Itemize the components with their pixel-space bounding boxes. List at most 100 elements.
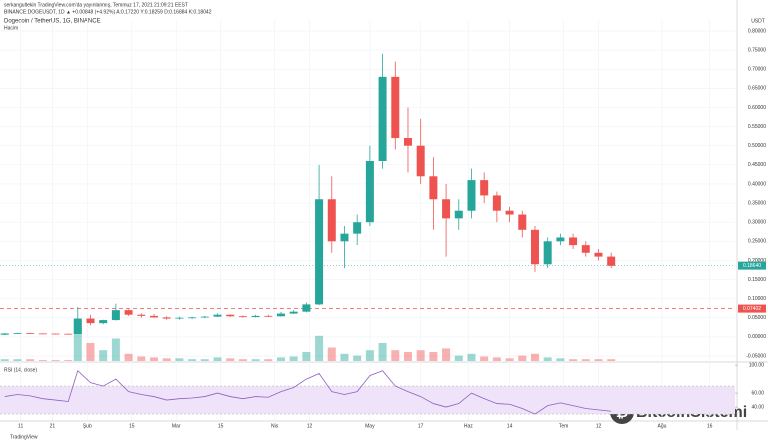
published-by: serkangultekin TradingView.com'da yayınl… — [4, 2, 188, 8]
volume-bar — [175, 358, 184, 361]
volume-bar — [149, 357, 158, 361]
candle-body — [149, 315, 158, 318]
candle-body — [391, 76, 400, 139]
last-price-label: 0.18640 — [743, 263, 761, 269]
volume-bar — [340, 353, 349, 361]
volume-bar — [315, 335, 324, 361]
x-tick-label: Nis — [271, 423, 279, 429]
candle-body — [276, 313, 285, 317]
candle-body — [518, 214, 527, 230]
symbol-line: BINANCE:DOGEUSDT, 1D ▲ +0.00848 (+4.92%)… — [4, 9, 212, 15]
candle-body — [442, 199, 451, 219]
y-tick-label: 0.70000 — [748, 67, 766, 73]
y-tick-label: 0.75000 — [748, 47, 766, 53]
y-tick-label: 0.50000 — [748, 143, 766, 149]
rsi-line — [4, 369, 612, 415]
y-tick-label: 0.60000 — [748, 105, 766, 111]
volume-bar — [492, 357, 501, 361]
candle-body — [175, 317, 184, 319]
x-tick-label: 12 — [596, 423, 602, 429]
volume-bar — [454, 355, 463, 361]
y-tick-label: 0.20000 — [748, 258, 766, 264]
x-tick-label: 16 — [707, 423, 713, 429]
candle-body — [467, 180, 476, 211]
candle-body — [416, 145, 425, 177]
volume-bar — [429, 352, 438, 361]
x-tick-label: Mar — [172, 423, 181, 429]
y-tick-label: 0.55000 — [748, 124, 766, 130]
volume-label: Hacim — [4, 25, 18, 31]
y-tick-label: 0.30000 — [748, 220, 766, 226]
volume-bar — [365, 350, 374, 361]
y-tick-label: -0.05000 — [746, 353, 766, 359]
volume-bar — [188, 359, 197, 361]
level-label-box — [738, 304, 766, 313]
volume-bar — [162, 358, 171, 361]
volume-bar — [238, 359, 247, 361]
volume-bar — [378, 343, 387, 361]
candle-body — [238, 316, 247, 318]
candle-body — [530, 229, 539, 265]
volume-bar — [416, 350, 425, 361]
volume-bar — [0, 359, 9, 361]
candle-body — [378, 76, 387, 161]
x-tick-label: Şub — [83, 423, 92, 429]
candle-body — [188, 317, 197, 319]
x-tick-label: 15 — [129, 423, 135, 429]
x-tick-label: 17 — [418, 423, 424, 429]
candle-body — [403, 138, 412, 146]
volume-bar — [518, 355, 527, 361]
volume-bar — [226, 358, 235, 361]
candle-body — [340, 233, 349, 242]
candle-body — [200, 316, 209, 318]
candle-body — [492, 195, 501, 211]
y-tick-label: 0.35000 — [748, 200, 766, 206]
volume-bar — [467, 353, 476, 361]
candle-body — [111, 310, 120, 321]
volume-bar — [276, 357, 285, 361]
y-tick-label: 0.15000 — [748, 277, 766, 283]
volume-bar — [289, 356, 298, 361]
volume-bar — [353, 355, 362, 361]
candle-body — [251, 315, 260, 318]
x-tick-label: Tem — [559, 423, 568, 429]
volume-bar — [391, 350, 400, 361]
volume-bar — [111, 338, 120, 361]
volume-bar — [51, 360, 60, 361]
volume-bar — [73, 320, 82, 361]
candle-body — [124, 310, 133, 315]
candle-body — [581, 245, 590, 253]
volume-bar — [99, 350, 108, 361]
y-tick-label: 0.25000 — [748, 239, 766, 245]
y-tick-label: 0.65000 — [748, 86, 766, 92]
volume-bar — [13, 359, 22, 361]
volume-bar — [251, 359, 260, 361]
x-tick-label: Haz — [464, 423, 473, 429]
candle-body — [289, 311, 298, 314]
y-tick-label: 0.05000 — [748, 315, 766, 321]
rsi-band — [0, 386, 735, 415]
volume-bar — [607, 359, 616, 361]
volume-bar — [137, 356, 146, 361]
candle-body — [162, 317, 171, 319]
volume-bar — [124, 353, 133, 361]
rsi-tick-label: 40.00 — [751, 404, 764, 410]
y-tick-label: 0.00000 — [748, 334, 766, 340]
y-tick-label: 0.10000 — [748, 296, 766, 302]
candle-body — [226, 314, 235, 317]
volume-bar — [569, 359, 578, 361]
y-tick-label: 0.80000 — [748, 28, 766, 34]
candle-body — [302, 304, 311, 312]
candle-body — [0, 333, 9, 335]
volume-bar — [543, 357, 552, 361]
candle-body — [543, 241, 552, 265]
volume-bar — [480, 356, 489, 361]
volume-bar — [302, 352, 311, 361]
volume-bar — [505, 358, 514, 361]
x-tick-label: 11 — [18, 423, 23, 429]
candle-body — [213, 314, 222, 317]
candle-body — [365, 160, 374, 223]
candle-body — [594, 252, 603, 257]
